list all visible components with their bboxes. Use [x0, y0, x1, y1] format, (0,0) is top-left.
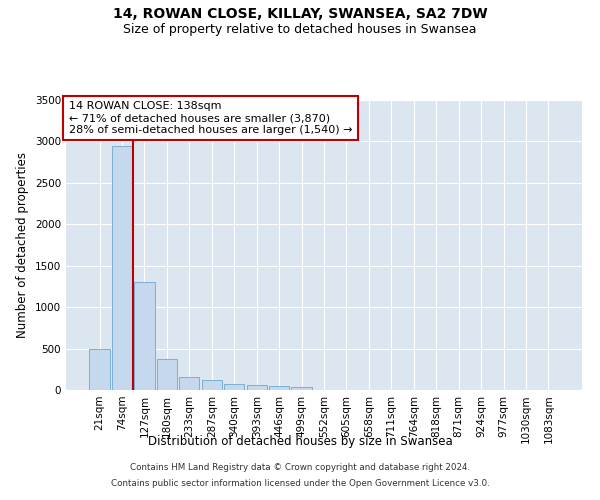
Bar: [112, 146, 132, 390]
Text: Size of property relative to detached houses in Swansea: Size of property relative to detached ho…: [123, 22, 477, 36]
Bar: [247, 385, 267, 390]
Bar: [179, 377, 199, 390]
Text: Distribution of detached houses by size in Swansea: Distribution of detached houses by size …: [148, 435, 452, 448]
Bar: [269, 386, 289, 390]
Text: Contains public sector information licensed under the Open Government Licence v3: Contains public sector information licen…: [110, 478, 490, 488]
Bar: [202, 380, 222, 390]
Bar: [157, 358, 177, 390]
Bar: [224, 384, 244, 390]
Y-axis label: Number of detached properties: Number of detached properties: [16, 152, 29, 338]
Bar: [89, 348, 110, 390]
Text: 14 ROWAN CLOSE: 138sqm
← 71% of detached houses are smaller (3,870)
28% of semi-: 14 ROWAN CLOSE: 138sqm ← 71% of detached…: [68, 102, 352, 134]
Text: 14, ROWAN CLOSE, KILLAY, SWANSEA, SA2 7DW: 14, ROWAN CLOSE, KILLAY, SWANSEA, SA2 7D…: [113, 8, 487, 22]
Bar: [134, 282, 155, 390]
Bar: [292, 386, 311, 390]
Text: Contains HM Land Registry data © Crown copyright and database right 2024.: Contains HM Land Registry data © Crown c…: [130, 464, 470, 472]
